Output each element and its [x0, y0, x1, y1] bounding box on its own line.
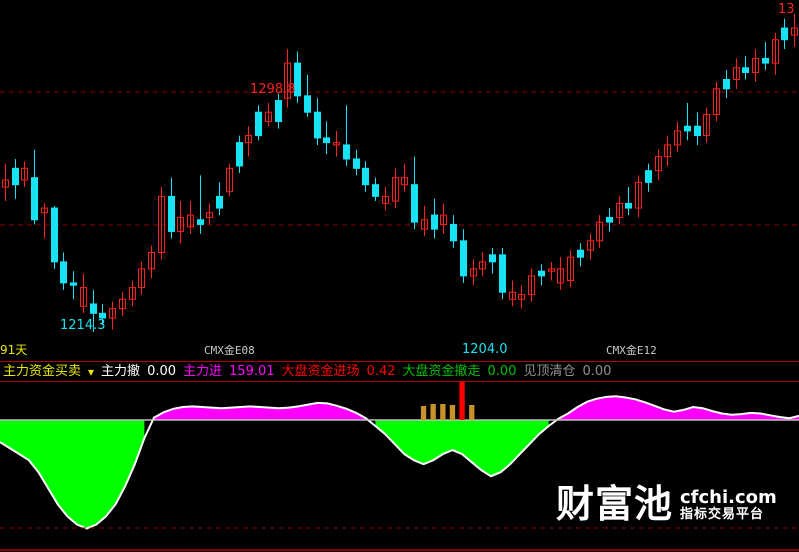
indicator-item-1-label: 主力进 — [183, 364, 223, 379]
indicator-title[interactable]: 主力资金买卖 — [3, 364, 82, 379]
indicator-item-0-label: 主力撤 — [101, 364, 141, 379]
indicator-item-4-label: 见顶清仓 — [523, 364, 576, 379]
price-chart-pane[interactable]: 1298.8 1214.3 1204.0 13 91天 CMX金E08 CMX金… — [0, 0, 799, 360]
indicator-area-series — [0, 396, 799, 529]
contract-label-left: CMX金E08 — [204, 344, 255, 357]
bar-count-label: 13 — [778, 2, 795, 17]
indicator-chart-pane[interactable] — [0, 382, 799, 552]
indicator-svg — [0, 382, 799, 552]
candlestick-series — [2, 14, 799, 332]
indicator-item-2-label: 大盘资金进场 — [281, 364, 360, 379]
indicator-item-0-value: 0.00 — [147, 364, 177, 379]
price-background — [0, 0, 799, 360]
indicator-header-bar[interactable]: 主力资金买卖 ▾ 主力撤 0.00 主力进 159.01 大盘资金进场 0.42… — [0, 361, 799, 382]
indicator-item-1-value: 159.01 — [229, 364, 275, 379]
indicator-item-3-value: 0.00 — [487, 364, 517, 379]
price-gridlines — [0, 91, 799, 226]
price-low-label-left: 1214.3 — [60, 318, 106, 333]
period-label: 91天 — [0, 343, 28, 357]
contract-label-right: CMX金E12 — [606, 344, 657, 357]
indicator-item-3-label: 大盘资金撤走 — [402, 364, 481, 379]
indicator-item-2-value: 0.42 — [366, 364, 396, 379]
chevron-down-icon[interactable]: ▾ — [88, 364, 95, 379]
indicator-gridlines — [0, 527, 799, 551]
price-high-label: 1298.8 — [250, 82, 296, 97]
candlestick-svg — [0, 0, 799, 360]
indicator-outline — [0, 395, 799, 530]
indicator-signal-bars — [420, 382, 475, 420]
price-low-label-mid: 1204.0 — [462, 342, 508, 357]
indicator-item-4-value: 0.00 — [582, 364, 612, 379]
